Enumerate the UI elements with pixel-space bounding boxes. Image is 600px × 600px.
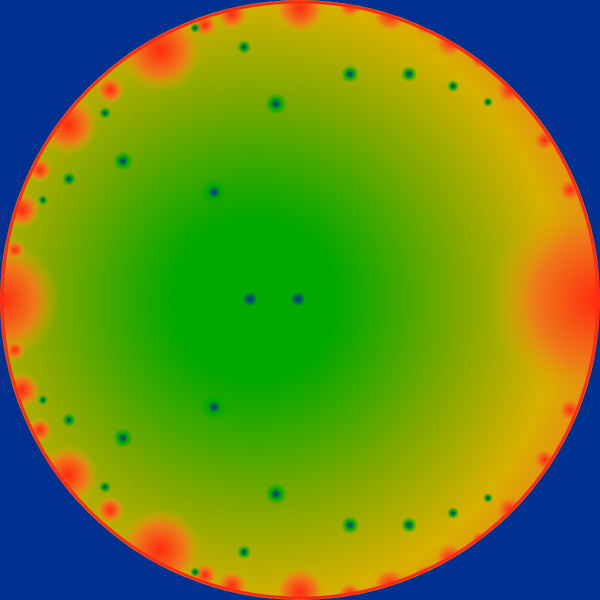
critical-point-dot: [401, 66, 417, 82]
critical-point-dot: [341, 65, 359, 83]
critical-point-dot: [237, 40, 251, 54]
critical-point-dot: [282, 283, 314, 315]
critical-points: [38, 23, 493, 577]
critical-point-dot: [113, 428, 133, 448]
critical-point-dot: [38, 395, 48, 405]
horocycle-blob: [5, 340, 25, 360]
horocycle-blob: [274, 0, 326, 34]
horocycle-blob: [96, 76, 124, 104]
critical-point-dot: [341, 516, 359, 534]
critical-point-dot: [483, 97, 493, 107]
critical-point-dot: [99, 107, 111, 119]
critical-point-dot: [113, 151, 133, 171]
critical-point-dot: [190, 567, 200, 577]
horocycle-blob: [0, 240, 60, 360]
critical-point-dot: [401, 517, 417, 533]
critical-point-dot: [265, 483, 287, 505]
critical-point-dot: [201, 179, 227, 205]
critical-point-dot: [38, 195, 48, 205]
critical-point-dot: [483, 493, 493, 503]
critical-point-dot: [265, 93, 287, 115]
critical-point-dot: [99, 481, 111, 493]
critical-point-dot: [447, 80, 459, 92]
horocycle-blob: [96, 496, 124, 524]
critical-point-dot: [62, 413, 76, 427]
critical-point-dot: [447, 507, 459, 519]
critical-point-dot: [62, 172, 76, 186]
critical-point-dot: [234, 283, 266, 315]
horocycle-blob: [274, 566, 326, 600]
critical-point-dot: [190, 23, 200, 33]
horocycle-blob: [490, 190, 600, 410]
horocycle-blob: [5, 240, 25, 260]
critical-point-dot: [237, 545, 251, 559]
critical-point-dot: [201, 394, 227, 420]
